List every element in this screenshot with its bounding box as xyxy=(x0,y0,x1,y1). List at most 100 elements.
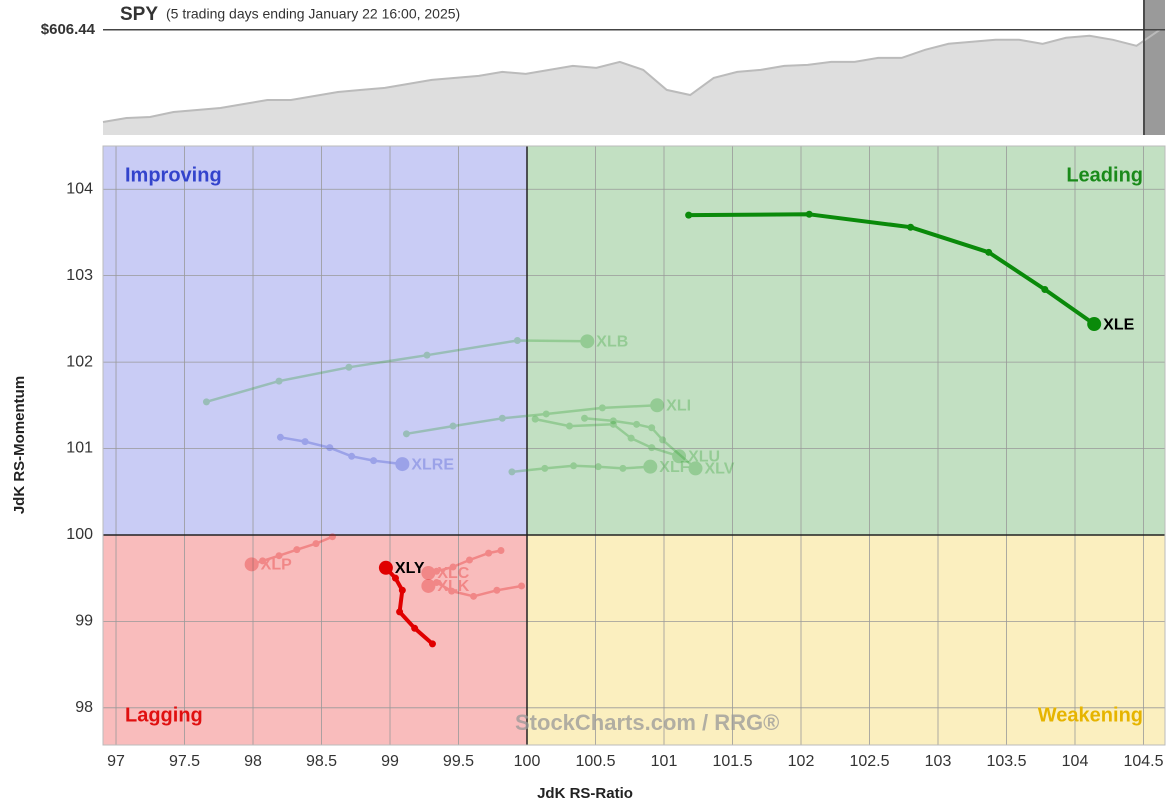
series-label: XLRE xyxy=(411,456,454,473)
tail-point xyxy=(518,582,526,590)
tail-point xyxy=(581,414,589,422)
x-tick-label: 97.5 xyxy=(169,753,200,770)
tail-point xyxy=(326,444,334,452)
tail-head xyxy=(378,560,393,575)
tail-point xyxy=(370,457,378,465)
series-label: XLF xyxy=(659,459,689,476)
tail-point xyxy=(493,586,501,594)
tail: XLY xyxy=(378,560,436,648)
tail: XLU xyxy=(531,415,720,466)
y-tick-label: 104 xyxy=(66,180,93,197)
tail-point xyxy=(345,363,353,371)
tail-point xyxy=(396,608,404,616)
x-tick-label: 102 xyxy=(788,753,815,770)
x-tick-label: 101 xyxy=(651,753,678,770)
tail-point xyxy=(301,438,309,446)
watermark: StockCharts.com / RRG® xyxy=(515,710,779,735)
tail-point xyxy=(275,377,283,385)
tail-line xyxy=(250,535,334,566)
last-price-label: $606.44 xyxy=(41,21,96,38)
tail-head xyxy=(643,459,658,474)
tail-point xyxy=(433,567,441,575)
quadrant xyxy=(103,146,528,535)
y-axis-title: JdK RS-Momentum xyxy=(11,376,28,514)
tail-point xyxy=(328,533,336,541)
tail: XLI xyxy=(402,398,691,438)
tail-head xyxy=(395,457,410,472)
quadrant-label: Leading xyxy=(1066,164,1143,186)
tail-point xyxy=(598,404,606,412)
symbol: SPY xyxy=(120,4,158,25)
tail-point xyxy=(398,586,406,594)
tail-point xyxy=(485,549,493,557)
x-tick-label: 104 xyxy=(1062,753,1089,770)
tail-line xyxy=(583,417,697,470)
tail-line xyxy=(510,464,652,474)
tail-line xyxy=(686,212,1097,327)
tail-point xyxy=(619,464,627,472)
quadrant xyxy=(527,146,1165,535)
tail-point xyxy=(1041,285,1049,293)
tail-head xyxy=(672,449,687,464)
tail-head xyxy=(421,578,436,593)
tail-point xyxy=(465,556,473,564)
price-area xyxy=(103,29,1160,136)
tail-point xyxy=(508,468,516,476)
tail-point xyxy=(513,336,521,344)
y-tick-label: 103 xyxy=(66,267,93,284)
quadrant-label: Lagging xyxy=(125,704,203,726)
tail-point xyxy=(594,463,602,471)
x-tick-label: 97 xyxy=(107,753,125,770)
tail: XLF xyxy=(508,459,690,476)
x-tick-label: 99 xyxy=(381,753,399,770)
tail-line xyxy=(205,339,589,404)
x-tick-label: 100.5 xyxy=(575,753,615,770)
quadrant-label: Weakening xyxy=(1038,704,1143,726)
tail-point xyxy=(470,592,478,600)
tail-point xyxy=(348,452,356,460)
tail: XLRE xyxy=(276,433,454,473)
series-label: XLE xyxy=(1103,316,1134,333)
tail-point xyxy=(202,398,210,406)
tail-head xyxy=(688,461,703,476)
series-label: XLY xyxy=(395,560,425,577)
quadrant xyxy=(103,534,528,745)
tail-head xyxy=(650,398,665,413)
tail: XLP xyxy=(244,533,336,574)
tail-point xyxy=(542,410,550,418)
tail-point xyxy=(259,557,267,565)
y-tick-label: 101 xyxy=(66,440,93,457)
tail-point xyxy=(449,563,457,571)
tail-point xyxy=(609,420,617,428)
tail-line xyxy=(533,417,681,458)
series-label: XLP xyxy=(261,557,292,574)
tail: XLE xyxy=(685,210,1135,333)
y-tick-label: 102 xyxy=(66,353,93,370)
price-line xyxy=(102,28,1161,123)
quadrant-label: Improving xyxy=(125,164,222,186)
tail-point xyxy=(391,574,399,582)
tail-point xyxy=(433,579,441,587)
tail-point xyxy=(985,248,993,256)
x-tick-label: 102.5 xyxy=(849,753,889,770)
tail-line xyxy=(405,404,659,436)
tail-point xyxy=(275,552,283,560)
tail-point xyxy=(312,540,320,548)
tail-point xyxy=(293,546,301,554)
tail: XLV xyxy=(581,414,735,478)
tail-point xyxy=(609,417,617,425)
tail-point xyxy=(411,624,419,632)
tail-head xyxy=(580,334,595,349)
tail-point xyxy=(498,414,506,422)
tail-point xyxy=(659,436,667,444)
tail-head xyxy=(1087,317,1102,332)
tail-point xyxy=(402,430,410,438)
quadrant xyxy=(527,534,1165,745)
subtitle: (5 trading days ending January 22 16:00,… xyxy=(166,6,460,22)
series-label: XLC xyxy=(437,565,469,582)
tail-point xyxy=(633,420,641,428)
tail-point xyxy=(648,424,656,432)
series-label: XLV xyxy=(705,461,735,478)
tail-line xyxy=(427,549,503,575)
